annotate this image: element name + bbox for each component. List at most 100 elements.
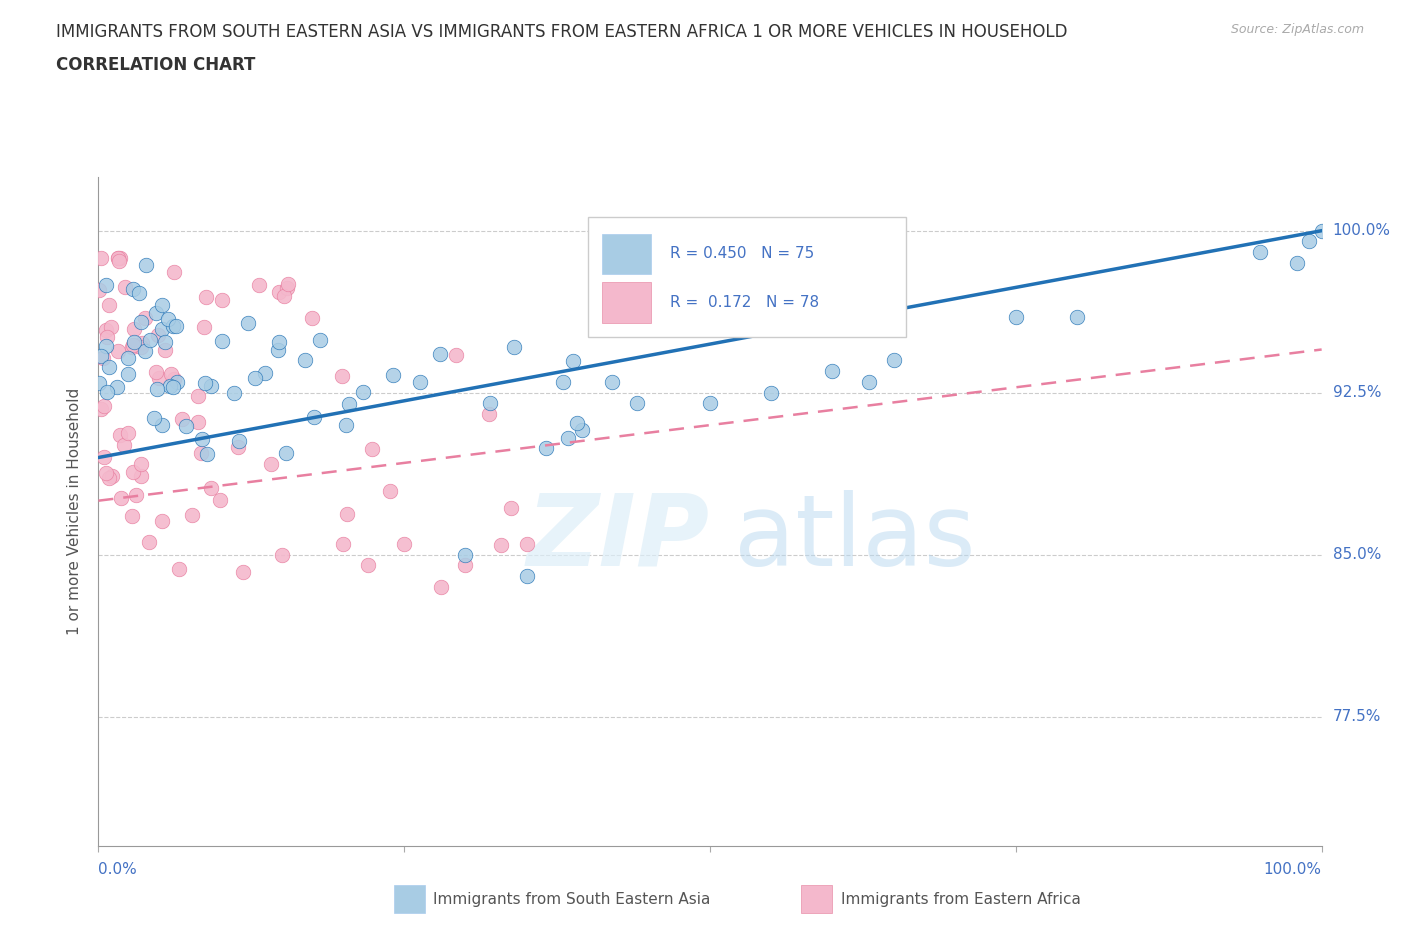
Immigrants from Eastern Africa	[96, 323, 118, 338]
Bar	[602, 283, 651, 323]
Immigrants from South Eastern Asia	[157, 312, 180, 326]
Immigrants from South Eastern Asia	[222, 385, 245, 400]
Immigrants from South Eastern Asia	[600, 375, 623, 390]
Immigrants from South Eastern Asia	[254, 365, 277, 380]
Text: 0.0%: 0.0%	[98, 862, 138, 877]
Immigrants from Eastern Africa	[499, 501, 522, 516]
Immigrants from South Eastern Asia	[134, 343, 156, 358]
Immigrants from Eastern Africa	[107, 343, 129, 358]
Immigrants from Eastern Africa	[187, 388, 209, 403]
Immigrants from Eastern Africa	[93, 449, 115, 464]
Immigrants from Eastern Africa	[108, 254, 131, 269]
Immigrants from South Eastern Asia	[274, 446, 297, 461]
Immigrants from South Eastern Asia	[122, 335, 145, 350]
Text: Immigrants from South Eastern Asia: Immigrants from South Eastern Asia	[433, 892, 710, 907]
Immigrants from South Eastern Asia	[1004, 310, 1026, 325]
Immigrants from Eastern Africa	[332, 537, 354, 551]
Text: ZIP: ZIP	[527, 490, 710, 587]
Immigrants from Eastern Africa	[153, 342, 176, 357]
Immigrants from South Eastern Asia	[699, 396, 721, 411]
Bar	[602, 233, 651, 273]
Immigrants from South Eastern Asia	[89, 376, 111, 391]
Text: 85.0%: 85.0%	[1333, 547, 1381, 563]
Immigrants from Eastern Africa	[107, 251, 129, 266]
Immigrants from South Eastern Asia	[243, 371, 266, 386]
Immigrants from Eastern Africa	[129, 457, 152, 472]
Immigrants from Eastern Africa	[122, 338, 145, 352]
Immigrants from South Eastern Asia	[337, 397, 360, 412]
Immigrants from Eastern Africa	[131, 336, 153, 351]
Immigrants from South Eastern Asia	[503, 339, 526, 354]
Immigrants from Eastern Africa	[131, 340, 153, 355]
Immigrants from South Eastern Asia	[571, 423, 593, 438]
Immigrants from Eastern Africa	[193, 320, 215, 335]
Text: IMMIGRANTS FROM SOUTH EASTERN ASIA VS IMMIGRANTS FROM EASTERN AFRICA 1 OR MORE V: IMMIGRANTS FROM SOUTH EASTERN ASIA VS IM…	[56, 23, 1067, 41]
Immigrants from South Eastern Asia	[309, 332, 332, 347]
Immigrants from Eastern Africa	[110, 428, 132, 443]
Immigrants from South Eastern Asia	[302, 409, 325, 424]
Immigrants from Eastern Africa	[195, 289, 218, 304]
Immigrants from Eastern Africa	[276, 280, 298, 295]
Immigrants from South Eastern Asia	[821, 364, 844, 379]
Immigrants from Eastern Africa	[301, 311, 323, 325]
Immigrants from Eastern Africa	[110, 250, 132, 265]
Immigrants from Eastern Africa	[489, 538, 512, 552]
Immigrants from Eastern Africa	[260, 457, 283, 472]
Immigrants from Eastern Africa	[181, 508, 204, 523]
Text: R = 0.450   N = 75: R = 0.450 N = 75	[669, 246, 814, 261]
Immigrants from Eastern Africa	[211, 292, 233, 307]
Immigrants from Eastern Africa	[112, 438, 135, 453]
Immigrants from Eastern Africa	[148, 327, 170, 342]
Immigrants from South Eastern Asia	[191, 432, 214, 446]
Y-axis label: 1 or more Vehicles in Household: 1 or more Vehicles in Household	[67, 388, 83, 635]
Immigrants from South Eastern Asia	[1249, 245, 1271, 259]
Immigrants from South Eastern Asia	[553, 375, 575, 390]
Immigrants from South Eastern Asia	[105, 379, 128, 394]
Immigrants from Eastern Africa	[273, 288, 295, 303]
Immigrants from South Eastern Asia	[165, 318, 187, 333]
Immigrants from South Eastern Asia	[238, 316, 260, 331]
Immigrants from South Eastern Asia	[409, 375, 432, 390]
Immigrants from South Eastern Asia	[138, 332, 160, 347]
Immigrants from South Eastern Asia	[761, 385, 783, 400]
Immigrants from Eastern Africa	[107, 251, 129, 266]
Immigrants from South Eastern Asia	[536, 441, 558, 456]
Immigrants from South Eastern Asia	[94, 278, 117, 293]
Immigrants from South Eastern Asia	[200, 379, 222, 393]
Immigrants from Eastern Africa	[110, 491, 132, 506]
Immigrants from Eastern Africa	[454, 558, 477, 573]
Immigrants from South Eastern Asia	[146, 381, 169, 396]
Immigrants from South Eastern Asia	[122, 281, 145, 296]
Immigrants from South Eastern Asia	[96, 384, 118, 399]
Immigrants from South Eastern Asia	[626, 396, 648, 411]
Immigrants from South Eastern Asia	[94, 339, 117, 354]
Immigrants from Eastern Africa	[121, 339, 143, 354]
Immigrants from Eastern Africa	[200, 481, 222, 496]
Text: 100.0%: 100.0%	[1264, 862, 1322, 877]
Immigrants from South Eastern Asia	[515, 569, 537, 584]
Text: 100.0%: 100.0%	[1333, 223, 1391, 238]
Immigrants from Eastern Africa	[90, 251, 112, 266]
Immigrants from Eastern Africa	[122, 321, 145, 336]
Immigrants from Eastern Africa	[114, 280, 136, 295]
Immigrants from Eastern Africa	[392, 537, 416, 551]
Immigrants from Eastern Africa	[125, 488, 148, 503]
Immigrants from Eastern Africa	[190, 445, 212, 460]
Immigrants from South Eastern Asia	[228, 433, 250, 448]
Immigrants from South Eastern Asia	[135, 258, 157, 272]
Immigrants from South Eastern Asia	[117, 367, 139, 382]
Immigrants from South Eastern Asia	[117, 350, 139, 365]
Immigrants from South Eastern Asia	[159, 379, 181, 393]
Immigrants from South Eastern Asia	[145, 305, 167, 320]
Immigrants from South Eastern Asia	[478, 396, 501, 411]
Immigrants from Eastern Africa	[267, 285, 290, 299]
Text: R =  0.172   N = 78: R = 0.172 N = 78	[669, 295, 818, 310]
Immigrants from South Eastern Asia	[429, 347, 451, 362]
FancyBboxPatch shape	[588, 217, 905, 338]
Immigrants from Eastern Africa	[93, 399, 115, 414]
Immigrants from South Eastern Asia	[129, 315, 152, 330]
Immigrants from South Eastern Asia	[162, 318, 184, 333]
Immigrants from South Eastern Asia	[335, 418, 357, 432]
Immigrants from South Eastern Asia	[266, 342, 288, 357]
Immigrants from Eastern Africa	[129, 469, 152, 484]
